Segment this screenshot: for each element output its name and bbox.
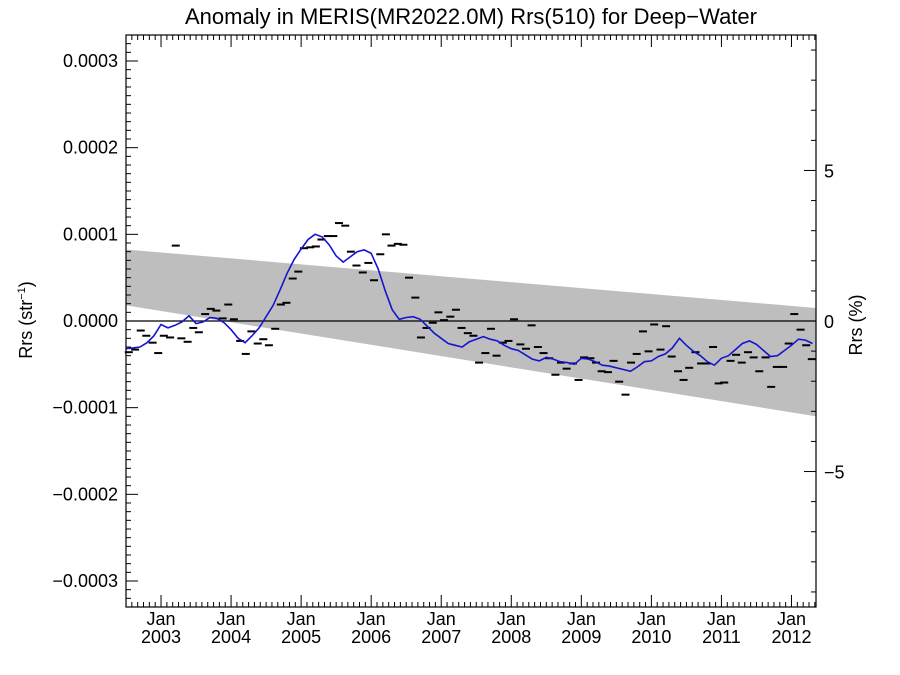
y-tick-label: 0.0002 bbox=[63, 138, 118, 158]
x-tick-month: Jan bbox=[777, 609, 806, 629]
y-axis-title-close: ) bbox=[16, 281, 36, 287]
x-tick-month: Jan bbox=[287, 609, 316, 629]
x-tick-month: Jan bbox=[497, 609, 526, 629]
y2-tick-label: 5 bbox=[824, 161, 834, 181]
x-tick-label: 2010 bbox=[631, 627, 671, 647]
x-tick-label: 2004 bbox=[211, 627, 251, 647]
x-tick-label: 2011 bbox=[702, 627, 741, 647]
y-tick-label: −0.0003 bbox=[52, 571, 118, 591]
y-tick-label: 0.0001 bbox=[63, 224, 118, 244]
x-tick-label: 2003 bbox=[141, 627, 181, 647]
y-tick-label: −0.0001 bbox=[52, 398, 118, 418]
plot-area: 0.0003 0.0002 0.0001 0.0000 −0.0001 −0.0002 −0… bbox=[52, 34, 845, 647]
x-tick-month: Jan bbox=[217, 609, 246, 629]
x-tick-month: Jan bbox=[567, 609, 596, 629]
y-tick-label: 0.0000 bbox=[63, 311, 118, 331]
y2-tick-label: −5 bbox=[824, 463, 845, 483]
y2-axis-title: Rrs (%) bbox=[846, 295, 866, 356]
x-tick-month: Jan bbox=[707, 609, 736, 629]
chart-title: Anomaly in MERIS(MR2022.0M) Rrs(510) for… bbox=[185, 4, 757, 29]
x-tick-label: 2012 bbox=[771, 627, 811, 647]
y2-tick-label: 0 bbox=[824, 312, 834, 332]
y-axis-title-exponent: −1 bbox=[16, 287, 28, 300]
x-tick-label: 2007 bbox=[421, 627, 461, 647]
x-tick-label: 2008 bbox=[491, 627, 531, 647]
x-tick-label: 2006 bbox=[351, 627, 391, 647]
series-line-smoothed bbox=[125, 233, 813, 373]
x-tick-month: Jan bbox=[427, 609, 456, 629]
x-tick-month: Jan bbox=[637, 609, 666, 629]
x-tick-month: Jan bbox=[147, 609, 176, 629]
x-tick-label: 2005 bbox=[281, 627, 321, 647]
y-tick-label: −0.0002 bbox=[52, 484, 118, 504]
y-tick-label: 0.0003 bbox=[63, 51, 118, 71]
x-tick-month: Jan bbox=[357, 609, 386, 629]
x-tick-label: 2009 bbox=[561, 627, 601, 647]
y-axis-title-main: Rrs (str bbox=[16, 300, 36, 359]
y-axis-title: Rrs (str−1) bbox=[16, 281, 36, 359]
